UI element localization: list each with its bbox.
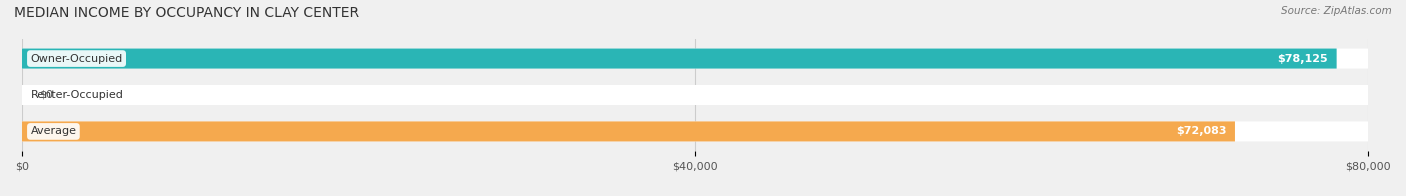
Text: MEDIAN INCOME BY OCCUPANCY IN CLAY CENTER: MEDIAN INCOME BY OCCUPANCY IN CLAY CENTE… (14, 6, 359, 20)
FancyBboxPatch shape (22, 121, 1234, 142)
FancyBboxPatch shape (22, 49, 1337, 69)
Text: $72,083: $72,083 (1175, 126, 1226, 136)
Text: $0: $0 (39, 90, 53, 100)
Text: $78,125: $78,125 (1278, 54, 1329, 64)
FancyBboxPatch shape (22, 85, 1368, 105)
FancyBboxPatch shape (22, 49, 1368, 69)
Text: Owner-Occupied: Owner-Occupied (31, 54, 122, 64)
Text: Average: Average (31, 126, 76, 136)
Text: Renter-Occupied: Renter-Occupied (31, 90, 124, 100)
Text: Source: ZipAtlas.com: Source: ZipAtlas.com (1281, 6, 1392, 16)
FancyBboxPatch shape (22, 121, 1368, 142)
